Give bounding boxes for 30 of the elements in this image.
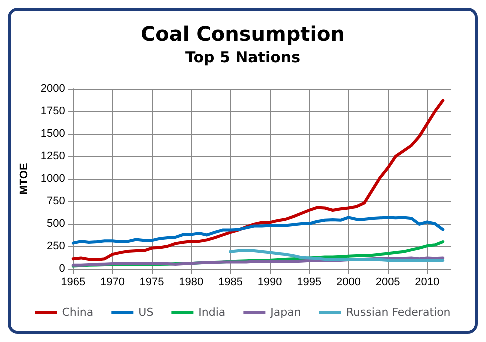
x-tick-label: 1995 (297, 276, 322, 288)
x-tick-label: 2010 (415, 276, 440, 288)
x-tick-label: 1980 (179, 276, 204, 288)
legend-label: Russian Federation (346, 306, 451, 319)
legend-label: China (62, 306, 94, 319)
legend-label: US (138, 306, 154, 319)
line-series (229, 250, 445, 262)
chart-title: Coal Consumption (140, 22, 346, 46)
line-series (72, 216, 445, 245)
y-tick-label: 1000 (40, 173, 66, 185)
y-tick-label: 750 (47, 196, 66, 208)
line-series (72, 99, 445, 262)
legend-label: India (198, 306, 226, 319)
x-tick-label: 2005 (376, 276, 400, 288)
y-tick-label: 500 (47, 218, 66, 230)
chart-subtitle: Top 5 Nations (185, 48, 301, 66)
x-tick-label: 2000 (336, 276, 361, 288)
y-tick-label: 1500 (40, 128, 66, 140)
x-tick-label: 1990 (258, 276, 282, 288)
y-axis-title: MTOE (18, 163, 30, 195)
x-tick-label: 1975 (140, 276, 164, 288)
y-tick-label: 1250 (40, 150, 66, 162)
y-tick-label: 250 (47, 240, 66, 252)
y-tick-label: 0 (59, 263, 66, 275)
x-tick-label: 1965 (61, 276, 86, 288)
legend-label: Japan (270, 306, 302, 319)
y-tick-label: 1750 (40, 106, 66, 118)
x-tick-label: 1970 (100, 276, 125, 288)
x-tick-label: 1985 (218, 276, 243, 288)
y-tick-label: 2000 (40, 83, 66, 95)
